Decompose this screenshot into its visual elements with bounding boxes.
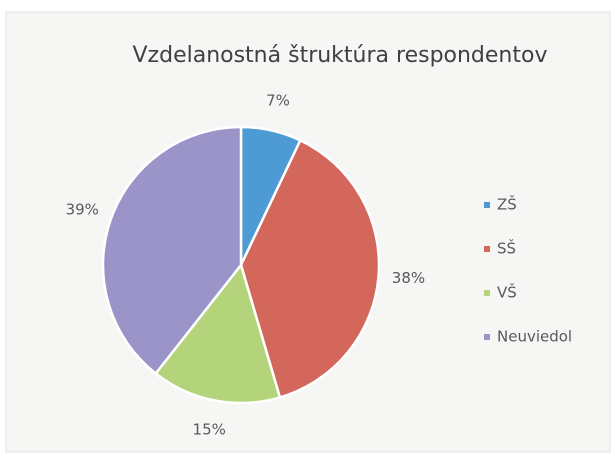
- legend-swatch: [484, 246, 490, 252]
- legend-label: ZŠ: [497, 195, 517, 214]
- pie-slice: [101, 125, 243, 376]
- legend-swatch: [484, 334, 490, 340]
- pie-slice: [239, 138, 381, 399]
- legend-label: VŠ: [497, 283, 517, 302]
- data-label: 39%: [66, 201, 99, 219]
- legend-label: SŠ: [497, 239, 516, 258]
- data-label: 15%: [193, 420, 226, 438]
- legend-swatch: [484, 202, 490, 208]
- legend-label: Neuviedol: [497, 328, 572, 346]
- legend-swatch: [484, 290, 490, 296]
- data-label: 7%: [266, 92, 290, 110]
- pie-slice: [153, 262, 282, 405]
- data-label: 38%: [392, 269, 425, 287]
- chart-title: Vzdelanostná štruktúra respondentov: [133, 43, 548, 68]
